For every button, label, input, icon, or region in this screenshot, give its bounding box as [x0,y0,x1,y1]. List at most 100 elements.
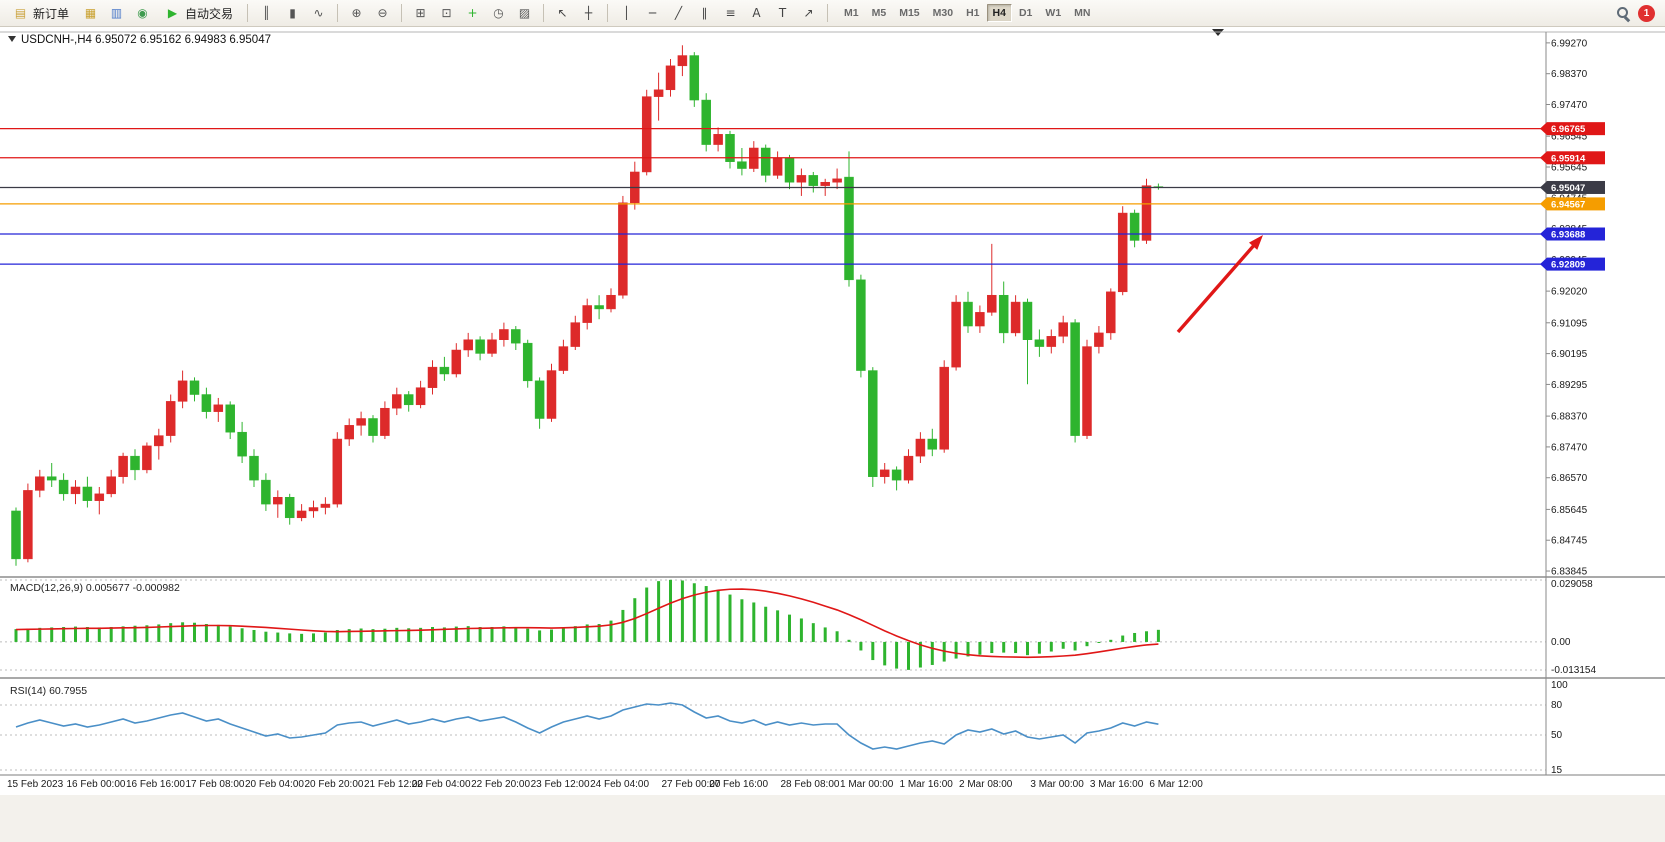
timeframe-m1[interactable]: M1 [838,4,865,22]
price-badge-notch [1540,151,1547,165]
price-tick-label: 6.95645 [1551,162,1588,173]
candle [975,312,985,327]
timeframe-w1[interactable]: W1 [1039,4,1067,22]
line-chart-icon[interactable]: ∿ [313,6,324,20]
candle [856,279,866,371]
macd-signal-line [15,588,1159,659]
price-tick-label: 6.84745 [1551,536,1588,547]
chart-collapse-icon[interactable] [8,36,16,42]
candle [320,503,331,508]
candles-layer [11,45,1164,566]
timeframe-d1[interactable]: D1 [1013,4,1038,22]
rsi-tick-label: 50 [1551,730,1563,741]
text-icon[interactable]: A [752,6,761,20]
candle [677,55,688,67]
candle [511,329,521,344]
label-icon[interactable]: T [778,6,787,20]
fibonacci-icon[interactable]: ≡ [725,6,736,20]
candle [403,394,414,406]
candle [641,96,652,173]
price-badge [1547,180,1605,194]
timeframe-h4[interactable]: H4 [986,4,1012,22]
candle [82,486,93,501]
indicators-icon[interactable]: + [467,6,478,20]
timeframe-m30[interactable]: M30 [927,4,959,22]
time-label: 16 Feb 00:00 [67,779,126,790]
rsi-plot-area[interactable] [0,683,1546,773]
timeframe-mn[interactable]: MN [1068,4,1096,22]
market-watch-icon[interactable]: ▥ [110,6,123,20]
candle [201,394,212,412]
candle [606,294,616,310]
candle [118,455,128,477]
timeframe-switcher: M1 M5 M15 M30 H1 H4 D1 W1 MN [838,4,1096,22]
candle [653,89,664,97]
candle [249,455,259,481]
candlestick-chart-icon[interactable]: ▮ [289,6,296,20]
trendline-icon[interactable]: ╱ [674,6,683,20]
price-badge [1547,122,1605,136]
candle [939,366,949,450]
candle [475,339,485,354]
search-icon[interactable] [1616,6,1631,21]
candle [760,147,771,176]
candle [534,380,545,419]
tile-windows-icon[interactable]: ⊞ [415,6,426,20]
price-tick-label: 6.83845 [1551,567,1588,578]
vertical-line-icon[interactable]: │ [622,6,631,20]
time-axis[interactable]: 15 Feb 2023 16 Feb 00:00 16 Feb 16:00 17 Fe… [7,779,1203,790]
candle [1094,332,1104,347]
candle [1117,212,1128,293]
bar-chart-icon[interactable]: ║ [262,6,271,20]
time-label: 2 Mar 08:00 [959,779,1013,790]
zoom-in-icon[interactable]: ⊕ [351,6,362,20]
cursor-icon[interactable]: ↖ [557,6,568,20]
chart-canvas[interactable]: USDCNH-,H4 6.95072 6.95162 6.94983 6.950… [0,27,1665,842]
new-order-button[interactable]: ▤ 新订单 [4,1,77,25]
timeframe-m15[interactable]: M15 [893,4,925,22]
arrows-icon[interactable]: ↗ [803,6,814,20]
candle [1141,185,1152,241]
price-tick-label: 6.88370 [1551,412,1588,423]
price-badge-notch [1540,180,1547,194]
time-label: 20 Feb 20:00 [305,779,364,790]
candle [582,305,592,323]
toolbar-separator [607,4,609,22]
price-tick-label: 6.97470 [1551,100,1588,111]
candle [368,418,378,436]
channel-icon[interactable]: ∥ [701,6,708,20]
navigator-icon[interactable]: ◉ [137,6,148,20]
candle [154,435,164,447]
timeframe-m5[interactable]: M5 [866,4,893,22]
candle [439,366,450,375]
trend-arrow-shaft[interactable] [1176,240,1259,334]
notification-badge[interactable]: 1 [1638,4,1655,22]
price-tick-label: 6.92020 [1551,287,1588,298]
arrange-windows-icon[interactable]: ⊡ [441,6,452,20]
toolbar-separator [401,4,403,22]
time-label: 24 Feb 04:00 [590,779,649,790]
price-badge-notch [1540,227,1547,241]
autotrade-button[interactable]: ▶ 自动交易 [156,1,241,25]
charts-icon[interactable]: ▦ [84,6,97,20]
chart-window[interactable]: USDCNH-,H4 6.95072 6.95162 6.94983 6.950… [0,27,1665,842]
candle [344,425,354,440]
macd-plot-area[interactable] [0,579,1546,675]
timeframe-h1[interactable]: H1 [960,4,985,22]
time-label: 27 Feb 16:00 [709,779,768,790]
candle [784,158,795,183]
price-axis[interactable]: 6.992706.983706.974706.965456.956456.947… [1540,38,1605,776]
price-tick-label: 6.90195 [1551,349,1588,360]
crosshair-icon[interactable]: ┼ [584,6,593,20]
candle [820,181,830,186]
price-badge-label: 6.94567 [1551,199,1585,210]
zoom-out-icon[interactable]: ⊖ [377,6,388,20]
periods-icon[interactable]: ◷ [493,6,504,20]
trend-arrow[interactable] [1176,235,1263,334]
chart-plot-area[interactable] [0,32,1546,576]
candle [915,438,926,457]
templates-icon[interactable]: ▨ [518,6,531,20]
horizontal-line-icon[interactable]: ─ [648,6,657,20]
candle [832,178,842,183]
time-label: 28 Feb 08:00 [781,779,840,790]
